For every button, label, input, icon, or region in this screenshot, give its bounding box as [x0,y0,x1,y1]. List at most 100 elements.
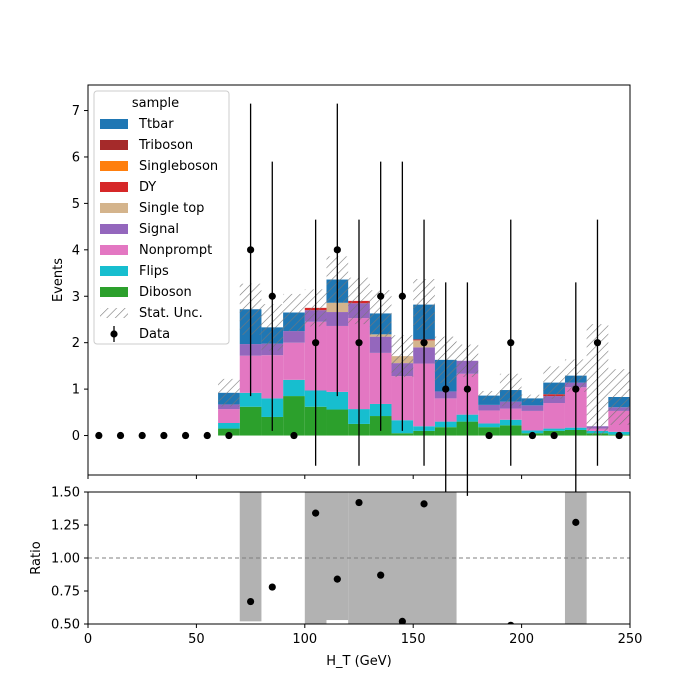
legend-swatch-stat-unc [100,308,128,318]
ratio-point [398,617,406,624]
x-tick-label: 250 [618,632,643,647]
stat-unc-band [521,394,544,403]
main-axes-frame [87,84,631,476]
ratio-point [333,575,341,583]
legend-swatch [100,224,128,234]
ratio-point [268,583,276,591]
bar-flips [218,423,240,429]
legend-data-marker [110,330,118,338]
data-point [225,431,233,440]
y-tick-label: 5 [72,197,80,212]
data-point [528,431,537,440]
ratio-point [312,509,320,517]
bar-signal [543,396,565,404]
legend-box [93,90,230,345]
ratio-point [507,621,515,624]
data-point [333,246,341,254]
bar-diboson [283,396,305,436]
ratio-y-tick-label: 1.50 [51,486,80,501]
main-y-axis-label: Events [51,258,66,302]
legend-swatch [100,119,128,129]
bar-nonprompt [218,409,240,423]
y-tick-label: 2 [72,336,80,351]
bar-diboson [478,427,500,436]
bar-flips [478,423,500,428]
legend-label: Flips [139,264,169,279]
ratio-y-tick-label: 1.25 [51,519,80,534]
data-point [593,339,602,347]
y-tick-label: 1 [72,383,80,398]
y-tick-label: 6 [72,150,80,165]
main-panel: 0 1 2 3 4 5 6 7 Events sample Ttbar Triboson Singl… [51,84,631,496]
bar-diboson [391,433,414,436]
x-tick-label: 200 [509,632,534,647]
data-point [420,339,428,347]
main-y-ticks: 0 1 2 3 4 5 6 7 [72,104,88,444]
data-point [463,385,471,393]
data-point [268,292,276,300]
ratio-y-axis-label: Ratio [29,541,44,574]
legend-label: DY [139,180,156,195]
data-point [377,292,385,300]
bar-flips [543,428,565,431]
legend-label: Diboson [139,285,192,300]
bar-nonprompt [543,403,565,429]
x-tick-label: 150 [401,632,426,647]
stat-unc-band [608,369,630,425]
stat-unc-band [478,390,500,401]
legend-label: Signal [139,222,179,237]
legend-label: Triboson [138,138,193,153]
ratio-point [247,597,255,606]
data-point [442,385,450,393]
y-tick-label: 0 [72,429,80,444]
data-point [116,431,125,440]
bar-nonprompt [521,410,544,431]
x-tick-label: 100 [292,632,317,647]
ratio-y-tick-label: 0.50 [51,618,80,633]
bar-flips [239,392,262,407]
ratio-panel: 0.50 0.75 1.00 1.25 1.50 0 50 100 150 200 250 Rat… [29,486,642,670]
data-point [203,431,211,440]
legend-title: sample [132,96,179,111]
data-point [550,431,558,440]
bar-diboson [326,409,349,436]
legend-label: Nonprompt [139,243,212,258]
ratio-x-ticks: 0 50 100 150 200 250 [84,624,643,647]
x-axis-label: H_T (GeV) [326,654,391,669]
legend-swatch [100,287,128,297]
ratio-y-tick-label: 1.00 [51,552,80,567]
legend-swatch [100,245,128,255]
bar-flips [326,391,349,410]
ratio-unc-band [239,492,262,622]
data-points [95,103,623,496]
ratio-y-tick-label: 0.75 [51,585,80,600]
ratio-y-ticks: 0.50 0.75 1.00 1.25 1.50 [51,486,88,633]
main-x-ticks [87,475,631,479]
data-point [247,246,255,254]
ratio-point [420,500,428,508]
ratio-points [247,498,580,624]
legend-label: Data [139,327,170,342]
bar-nonprompt [478,410,500,424]
x-tick-label: 0 [84,632,92,647]
ratio-point [572,518,580,526]
legend-swatch [100,266,128,276]
legend-swatch [100,161,128,171]
data-point [355,339,363,347]
bar-diboson [239,406,262,436]
ratio-point [355,498,363,507]
y-tick-label: 7 [72,104,80,119]
bar-nonprompt [283,342,305,380]
data-point [398,292,406,300]
y-tick-label: 3 [72,290,80,305]
legend-swatch [100,182,128,192]
stat-unc-band [283,293,305,332]
ratio-unc-band [326,492,349,621]
legend-swatch [100,140,128,150]
ratio-unc-band [564,492,587,624]
legend-label: Singleboson [139,159,218,174]
stat-unc-band [218,378,240,407]
legend-swatch [100,203,128,213]
bar-flips [521,430,544,434]
ratio-point [377,571,385,579]
